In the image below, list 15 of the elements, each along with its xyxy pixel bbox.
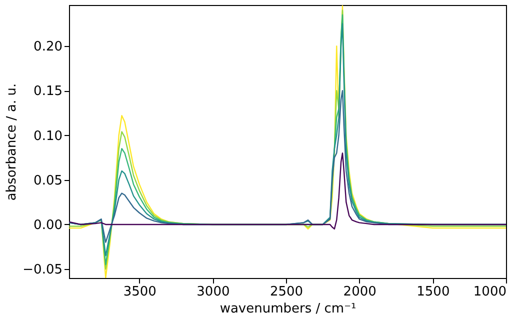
y-tick-label: 0.15 <box>34 84 62 100</box>
y-tick-label: −0.05 <box>22 262 62 278</box>
y-tick-label: 0.05 <box>34 173 62 188</box>
y-tick-label: 0.10 <box>34 128 62 144</box>
x-tick-label: 1500 <box>416 284 450 300</box>
x-tick-label: 2000 <box>343 284 376 300</box>
y-axis-title: absorbance / a. u. <box>4 83 20 201</box>
line-series <box>69 152 506 230</box>
y-tick-label: 0.20 <box>34 40 62 55</box>
x-tick-label: 3500 <box>123 284 156 300</box>
x-tick-label: 1000 <box>473 284 506 300</box>
x-tick-label: 2500 <box>270 284 304 300</box>
x-axis-title: wavenumbers / cm⁻¹ <box>220 302 356 316</box>
y-tick-label: 0.00 <box>34 218 62 233</box>
x-tick-label: 3000 <box>196 284 230 300</box>
